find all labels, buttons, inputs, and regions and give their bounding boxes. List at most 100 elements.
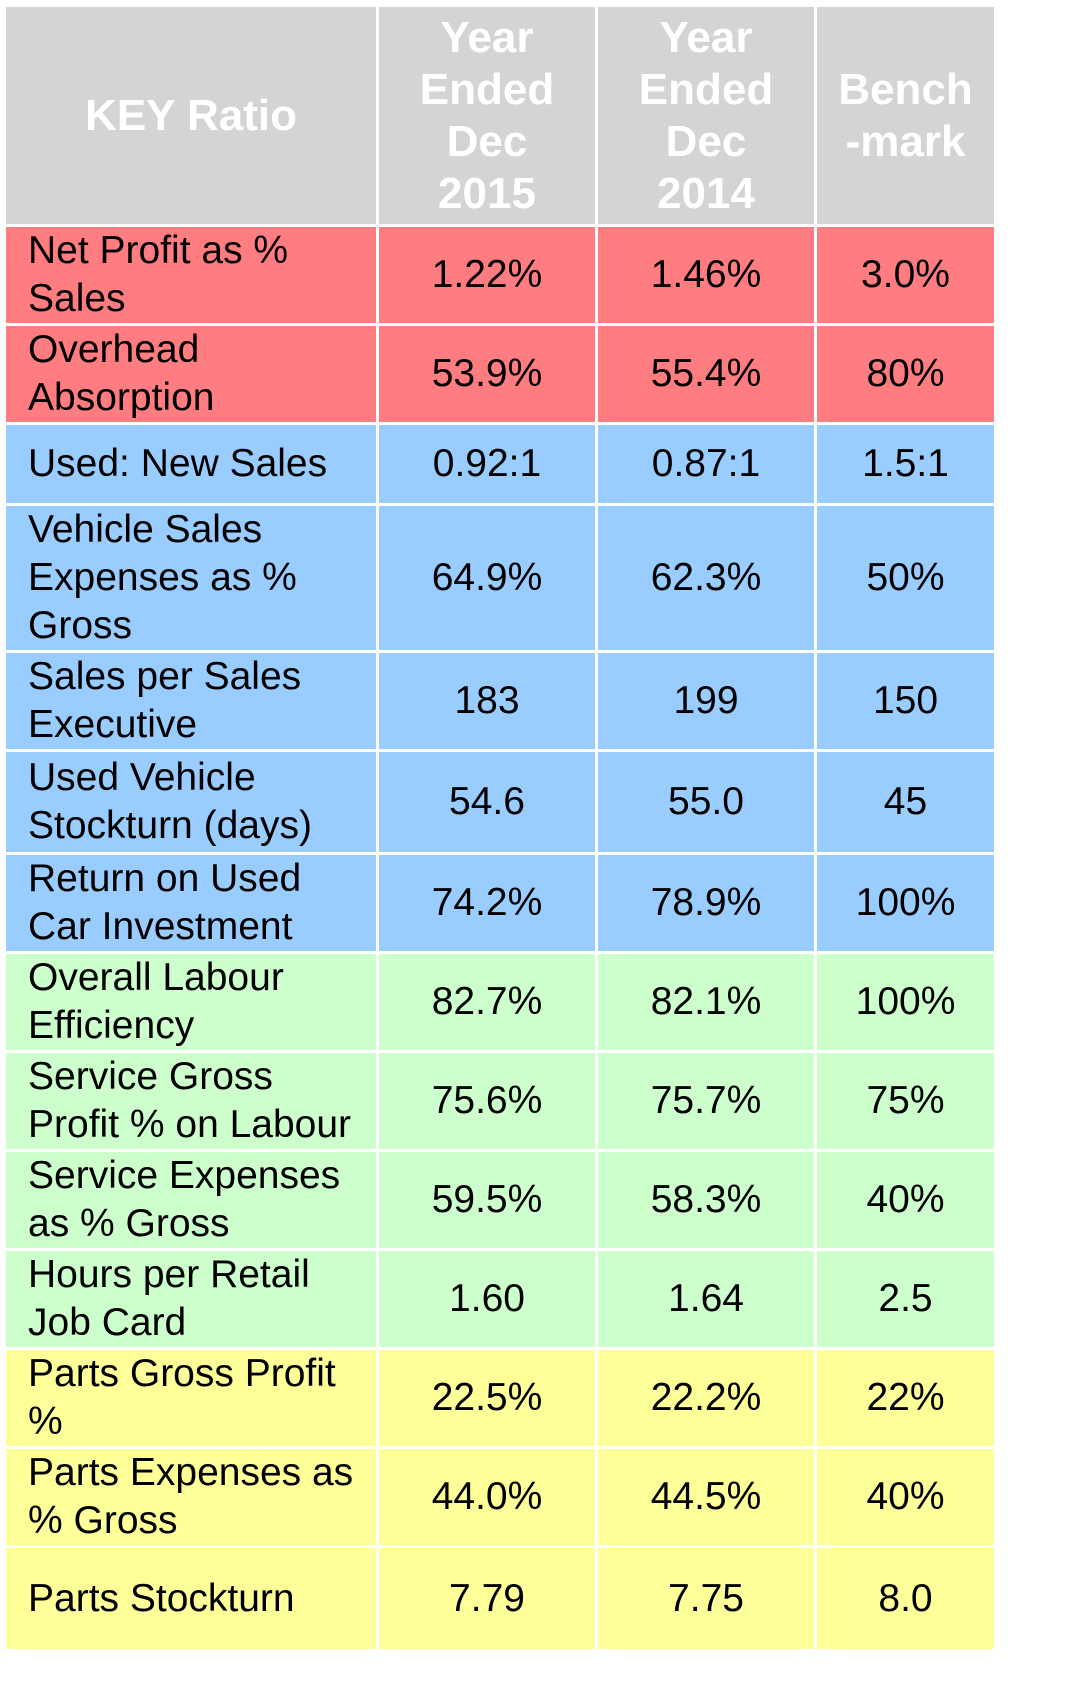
ratio-label-line: % Gross <box>28 1499 178 1542</box>
ratio-label-line: Sales <box>28 277 126 320</box>
value-2015: 64.9% <box>376 503 598 653</box>
ratio-label-line: Overall Labour <box>28 956 284 999</box>
value-2014: 78.9% <box>595 852 817 954</box>
table-row: Service Expenses as % Gross 59.5% 58.3% 40% <box>3 1149 997 1251</box>
value-benchmark: 100% <box>814 852 997 954</box>
ratio-label-cell: Service Expenses as % Gross <box>3 1149 379 1251</box>
value-benchmark: 150 <box>814 650 997 752</box>
ratio-label-line: Vehicle Sales <box>28 508 263 551</box>
header-2015-line3: Dec <box>446 116 528 166</box>
value-2014: 82.1% <box>595 951 817 1053</box>
value-2015: 82.7% <box>376 951 598 1053</box>
header-key-ratio-text: KEY Ratio <box>85 90 297 140</box>
value-2014: 199 <box>595 650 817 752</box>
table-row: Overhead Absorption 53.9% 55.4% 80% <box>3 323 997 425</box>
table-row: Used Vehicle Stockturn (days) 54.6 55.0 45 <box>3 749 997 855</box>
ratio-label-line: Job Card <box>28 1301 187 1344</box>
ratio-label-line: Service Expenses <box>28 1154 341 1197</box>
value-benchmark: 22% <box>814 1347 997 1449</box>
value-2014: 55.0 <box>595 749 817 855</box>
value-2015: 75.6% <box>376 1050 598 1152</box>
header-2014-line4: 2014 <box>657 168 755 218</box>
value-2015: 44.0% <box>376 1446 598 1548</box>
ratio-label-line: Used Vehicle <box>28 756 256 799</box>
ratio-label-line: Stockturn (days) <box>28 804 312 847</box>
table-row: Parts Expenses as % Gross 44.0% 44.5% 40% <box>3 1446 997 1548</box>
value-2014: 1.46% <box>595 224 817 326</box>
ratio-label-cell: Overhead Absorption <box>3 323 379 425</box>
table-row: Net Profit as % Sales 1.22% 1.46% 3.0% <box>3 224 997 326</box>
value-2014: 55.4% <box>595 323 817 425</box>
header-2014-line1: Year <box>659 12 753 62</box>
ratio-label-line: Parts Expenses as <box>28 1451 354 1494</box>
ratio-label-cell: Sales per Sales Executive <box>3 650 379 752</box>
value-2015: 1.22% <box>376 224 598 326</box>
ratio-label-line: Used: New Sales <box>28 442 328 485</box>
ratio-label-line: % <box>28 1400 63 1443</box>
value-2015: 7.79 <box>376 1545 598 1652</box>
table-row: Return on Used Car Investment 74.2% 78.9% 10… <box>3 852 997 954</box>
table-row: Service Gross Profit % on Labour 75.6% 75.7… <box>3 1050 997 1152</box>
header-benchmark: Bench -mark <box>814 4 997 227</box>
header-2015-line4: 2015 <box>438 168 536 218</box>
value-benchmark: 40% <box>814 1149 997 1251</box>
ratio-label-cell: Vehicle Sales Expenses as % Gross <box>3 503 379 653</box>
value-2015: 1.60 <box>376 1248 598 1350</box>
ratio-label-cell: Overall Labour Efficiency <box>3 951 379 1053</box>
value-2015: 22.5% <box>376 1347 598 1449</box>
value-2015: 74.2% <box>376 852 598 954</box>
ratio-label-cell: Parts Expenses as % Gross <box>3 1446 379 1548</box>
ratio-label-line: Service Gross <box>28 1055 273 1098</box>
table-row: Parts Gross Profit% 22.5% 22.2% 22% <box>3 1347 997 1449</box>
ratio-label-cell: Net Profit as % Sales <box>3 224 379 326</box>
ratio-label-line: Net Profit as % <box>28 229 289 272</box>
ratio-label-line: Parts Stockturn <box>28 1576 295 1620</box>
header-year-2014: Year Ended Dec 2014 <box>595 4 817 227</box>
value-benchmark: 50% <box>814 503 997 653</box>
value-benchmark: 75% <box>814 1050 997 1152</box>
ratio-label-line: Gross <box>28 604 133 647</box>
ratio-label-line: Expenses as % <box>28 556 297 599</box>
ratio-label-line: Overhead <box>28 328 200 371</box>
header-row: KEY Ratio Year Ended Dec 2015 Year Ended… <box>3 4 997 227</box>
value-benchmark: 45 <box>814 749 997 855</box>
header-2014-line3: Dec <box>665 116 747 166</box>
header-key-ratio: KEY Ratio <box>3 4 379 227</box>
value-2014: 44.5% <box>595 1446 817 1548</box>
value-2015: 0.92:1 <box>376 422 598 506</box>
ratio-label-line: Car Investment <box>28 905 293 948</box>
value-2015: 53.9% <box>376 323 598 425</box>
value-2014: 22.2% <box>595 1347 817 1449</box>
ratio-label-line: Executive <box>28 703 198 746</box>
value-benchmark: 3.0% <box>814 224 997 326</box>
ratio-label-cell: Used Vehicle Stockturn (days) <box>3 749 379 855</box>
table-row: Parts Stockturn 7.79 7.75 8.0 <box>3 1545 997 1652</box>
value-2014: 62.3% <box>595 503 817 653</box>
value-benchmark: 80% <box>814 323 997 425</box>
ratio-label-cell: Used: New Sales <box>3 422 379 506</box>
value-benchmark: 8.0 <box>814 1545 997 1652</box>
value-2014: 0.87:1 <box>595 422 817 506</box>
ratio-label-line: Sales per Sales <box>28 655 302 698</box>
key-ratio-table: KEY Ratio Year Ended Dec 2015 Year Ended… <box>3 4 997 1652</box>
header-2015-line2: Ended <box>419 64 555 114</box>
ratio-label-line: Hours per Retail <box>28 1253 310 1296</box>
table-row: Used: New Sales 0.92:1 0.87:1 1.5:1 <box>3 422 997 506</box>
value-2015: 59.5% <box>376 1149 598 1251</box>
header-benchmark-line2: -mark <box>845 116 966 166</box>
ratio-label-line: as % Gross <box>28 1202 230 1245</box>
table-body: Net Profit as % Sales 1.22% 1.46% 3.0% Overhe… <box>3 224 997 1652</box>
header-2015-line1: Year <box>440 12 534 62</box>
value-2015: 54.6 <box>376 749 598 855</box>
value-benchmark: 1.5:1 <box>814 422 997 506</box>
ratio-label-cell: Return on Used Car Investment <box>3 852 379 954</box>
value-2014: 1.64 <box>595 1248 817 1350</box>
header-2014-line2: Ended <box>638 64 774 114</box>
ratio-label-cell: Parts Stockturn <box>3 1545 379 1652</box>
table-row: Sales per Sales Executive 183 199 150 <box>3 650 997 752</box>
value-2014: 7.75 <box>595 1545 817 1652</box>
ratio-label-cell: Parts Gross Profit% <box>3 1347 379 1449</box>
ratio-label-line: Profit % on Labour <box>28 1103 352 1146</box>
value-2014: 58.3% <box>595 1149 817 1251</box>
ratio-label-cell: Service Gross Profit % on Labour <box>3 1050 379 1152</box>
